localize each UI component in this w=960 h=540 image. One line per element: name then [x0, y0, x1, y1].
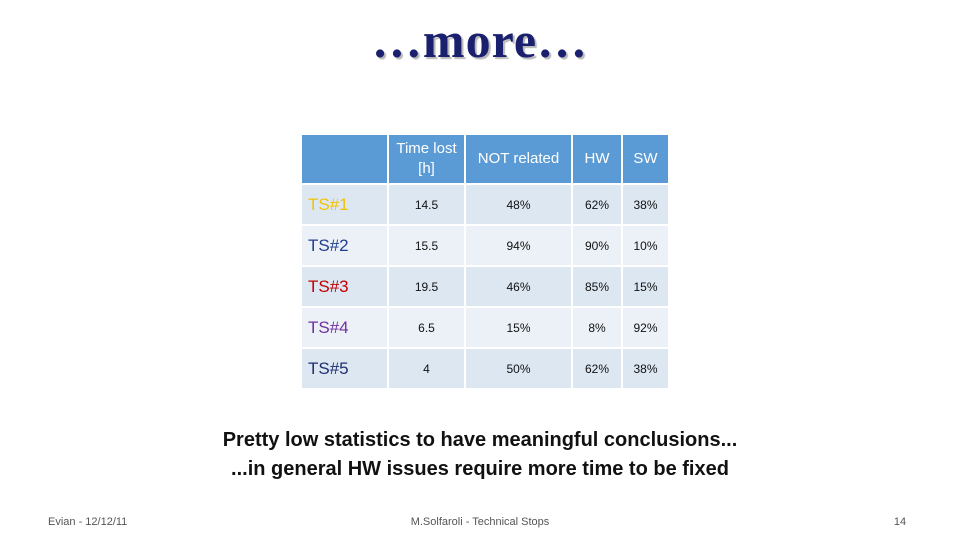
cell-not-related: 94%	[466, 226, 571, 265]
conclusion-line-1: Pretty low statistics to have meaningful…	[222, 429, 738, 451]
cell-hw: 8%	[573, 308, 621, 347]
cell-sw: 10%	[623, 226, 668, 265]
cell-hw: 62%	[573, 185, 621, 224]
cell-time-lost: 4	[389, 349, 464, 388]
cell-not-related: 15%	[466, 308, 571, 347]
table-header-row: Time lost [h] NOT related HW SW	[302, 135, 668, 183]
table-row: TS#3 19.5 46% 85% 15%	[302, 267, 668, 306]
header-hw: HW	[573, 135, 621, 183]
row-label-ts1: TS#1	[302, 185, 387, 224]
cell-time-lost: 6.5	[389, 308, 464, 347]
cell-not-related: 48%	[466, 185, 571, 224]
conclusion-line-2: ...in general HW issues require more tim…	[231, 458, 729, 480]
header-not-related: NOT related	[466, 135, 571, 183]
table-row: TS#4 6.5 15% 8% 92%	[302, 308, 668, 347]
footer-date: Evian - 12/12/11	[48, 516, 128, 528]
row-label-ts2: TS#2	[302, 226, 387, 265]
slide-title: …more…	[371, 12, 589, 68]
cell-sw: 92%	[623, 308, 668, 347]
footer-author: M.Solfaroli - Technical Stops	[410, 516, 550, 528]
page-number: 14	[893, 516, 907, 528]
cell-hw: 85%	[573, 267, 621, 306]
cell-not-related: 50%	[466, 349, 571, 388]
conclusion-text: Pretty low statistics to have meaningful…	[0, 426, 960, 484]
cell-time-lost: 15.5	[389, 226, 464, 265]
cell-time-lost: 14.5	[389, 185, 464, 224]
row-label-ts3: TS#3	[302, 267, 387, 306]
table-row: TS#2 15.5 94% 90% 10%	[302, 226, 668, 265]
ts-statistics-table: Time lost [h] NOT related HW SW TS#1 14.…	[300, 133, 670, 390]
header-sw: SW	[623, 135, 668, 183]
header-time-lost: Time lost [h]	[389, 135, 464, 183]
header-corner-cell	[302, 135, 387, 183]
cell-hw: 90%	[573, 226, 621, 265]
cell-not-related: 46%	[466, 267, 571, 306]
cell-hw: 62%	[573, 349, 621, 388]
row-label-ts5: TS#5	[302, 349, 387, 388]
cell-time-lost: 19.5	[389, 267, 464, 306]
table-row: TS#1 14.5 48% 62% 38%	[302, 185, 668, 224]
cell-sw: 15%	[623, 267, 668, 306]
table-row: TS#5 4 50% 62% 38%	[302, 349, 668, 388]
cell-sw: 38%	[623, 185, 668, 224]
cell-sw: 38%	[623, 349, 668, 388]
row-label-ts4: TS#4	[302, 308, 387, 347]
